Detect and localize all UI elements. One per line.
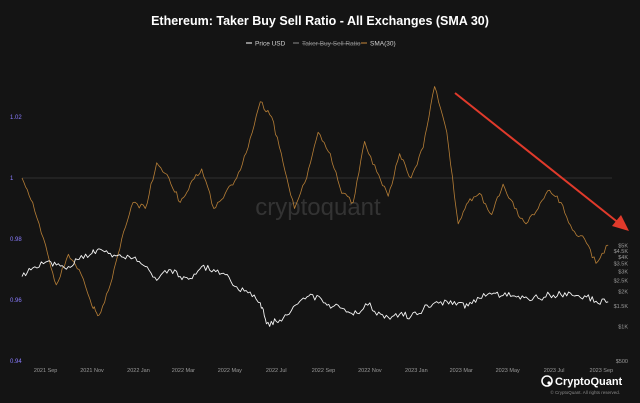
x-tick-label: 2023 Mar xyxy=(450,368,473,374)
chart-title: Ethereum: Taker Buy Sell Ratio - All Exc… xyxy=(151,14,489,28)
x-tick-label: 2023 Jan xyxy=(405,368,428,374)
x-tick-label: 2022 May xyxy=(218,368,242,374)
x-tick-label: 2022 Jan xyxy=(127,368,150,374)
x-tick-label: 2023 Sep xyxy=(590,368,614,374)
brand: CryptoQuant © CryptoQuant. All rights re… xyxy=(541,375,623,395)
x-tick-label: 2022 Nov xyxy=(358,368,382,374)
x-axis: 2021 Sep 2021 Nov 2022 Jan 2022 Mar 2022 May… xyxy=(34,368,613,374)
x-tick-label: 2022 Jul xyxy=(266,368,287,374)
brand-name: CryptoQuant xyxy=(555,376,623,388)
y-left-tick-label: 0.96 xyxy=(10,298,22,304)
x-tick-label: 2023 Jul xyxy=(544,368,565,374)
x-tick-label: 2021 Nov xyxy=(80,368,104,374)
trend-arrow xyxy=(454,92,629,231)
y-right-tick-label: $5K xyxy=(618,244,628,250)
y-right-tick-label: $500 xyxy=(616,359,628,365)
y-right-tick-label: $3.5K xyxy=(614,262,629,268)
watermark: cryptoquant xyxy=(255,194,381,221)
price-series-line xyxy=(21,248,609,327)
legend: Price USD Taker Buy Sell Ratio SMA(30) xyxy=(246,41,396,48)
x-tick-label: 2022 Sep xyxy=(312,368,336,374)
y-axis-right: $5K$4.5K$4K$3.5K$3K $2.5K $2K $1.5K $1K $500 xyxy=(614,244,629,365)
y-right-tick-label: $3K xyxy=(618,269,628,275)
x-tick-label: 2022 Mar xyxy=(172,368,195,374)
series-layer xyxy=(21,86,609,327)
x-tick-label: 2023 May xyxy=(496,368,520,374)
y-left-tick-label: 0.94 xyxy=(10,359,22,365)
y-right-tick-label: $4.5K xyxy=(614,249,629,255)
legend-sma-label[interactable]: SMA(30) xyxy=(370,41,396,48)
y-left-tick-label: 0.98 xyxy=(10,237,22,243)
trend-arrow-head xyxy=(612,215,629,231)
cryptoquant-logo-icon xyxy=(541,375,553,387)
brand-rights: © CryptoQuant. All rights reserved. xyxy=(550,389,620,395)
y-right-tick-label: $4K xyxy=(618,255,628,261)
legend-price-label[interactable]: Price USD xyxy=(255,41,286,48)
y-left-tick-label: 1 xyxy=(10,176,14,182)
y-right-tick-label: $1K xyxy=(618,324,628,330)
y-right-tick-label: $1.5K xyxy=(614,304,629,310)
trend-arrow-line xyxy=(454,92,621,225)
y-right-tick-label: $2.5K xyxy=(614,278,629,284)
y-left-tick-label: 1.02 xyxy=(10,115,22,121)
y-axis-left: 1.02 1 0.98 0.96 0.94 xyxy=(10,115,22,365)
legend-ratio-label[interactable]: Taker Buy Sell Ratio xyxy=(302,41,361,48)
y-right-tick-label: $2K xyxy=(618,290,628,296)
sma-series-line xyxy=(21,86,609,317)
x-tick-label: 2021 Sep xyxy=(34,368,58,374)
